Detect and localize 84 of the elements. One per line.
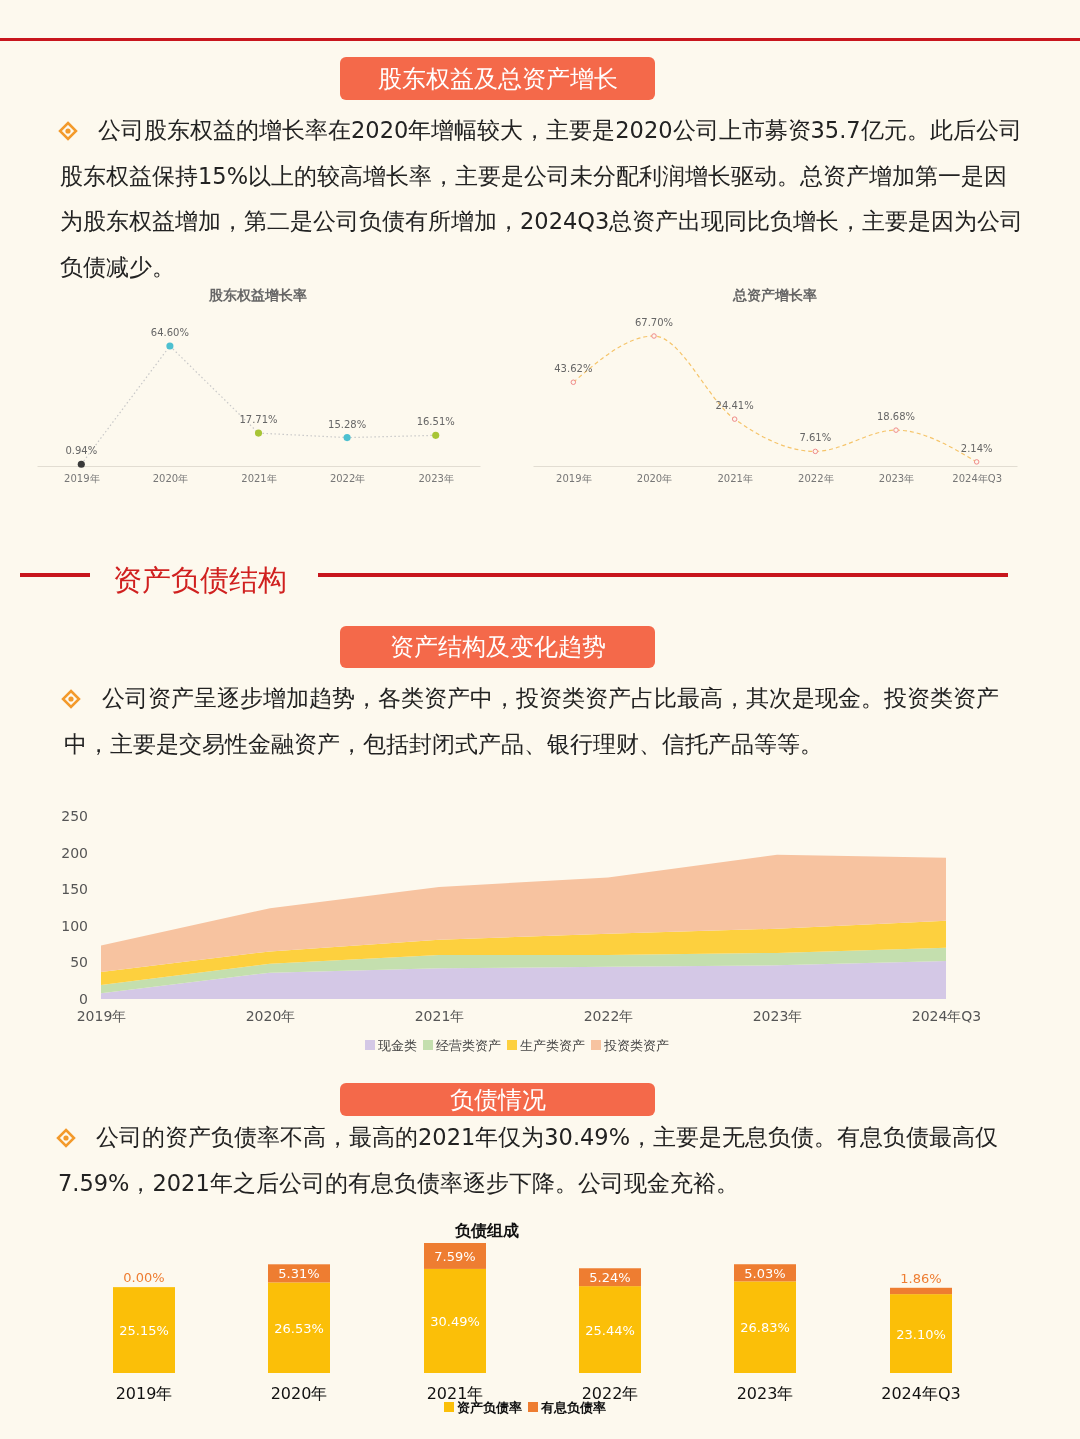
data-label: 0.00% [123, 1270, 165, 1286]
x-tick-label: 2023年 [878, 473, 915, 485]
data-label: 17.71% [239, 414, 278, 426]
x-tick-label: 2024年Q3 [911, 1007, 982, 1024]
point [166, 342, 174, 350]
data-label: 18.68% [876, 411, 916, 423]
bar [734, 1281, 796, 1373]
data-label: 43.62% [554, 363, 593, 375]
legend-label: 资产负债率 [457, 1399, 522, 1415]
legend-label: 投资类资产 [603, 1037, 669, 1053]
chart-title: 股东权益增长率 [208, 287, 307, 303]
y-tick-label: 250 [61, 807, 88, 824]
y-tick-label: 100 [61, 917, 88, 934]
data-label: 25.15% [119, 1323, 169, 1339]
bar [890, 1294, 952, 1373]
y-tick-label: 150 [61, 881, 88, 898]
x-tick-label: 2020年 [636, 473, 673, 485]
x-tick-label: 2024年Q3 [952, 473, 1003, 485]
data-label: 23.10% [896, 1326, 946, 1342]
data-label: 7.61% [799, 432, 832, 444]
x-tick-label: 2019年 [115, 1384, 173, 1403]
x-tick-label: 2022年 [329, 473, 366, 485]
y-tick-label: 0 [79, 990, 88, 1007]
text: 资产负债结构 [113, 563, 287, 597]
x-tick-label: 2020年 [270, 1384, 328, 1403]
x-tick-label: 2021年 [414, 1007, 465, 1024]
legend-label: 有息负债率 [540, 1399, 606, 1415]
data-label: 5.24% [589, 1270, 631, 1286]
legend-label: 现金类 [378, 1037, 417, 1053]
point [651, 333, 657, 339]
chart-subtitle: 公司资产呈逐步增加趋势，各类资产中，投资类资产占比最高，其次是现金。投资类资产中，主要是交易性金融资产，包括封闭式产品、银行理财、信托产品等等。 [64, 684, 1000, 759]
point [254, 429, 263, 437]
bar [268, 1282, 330, 1373]
data-label: 5.31% [278, 1266, 320, 1282]
x-tick-label: 2021年 [717, 473, 753, 485]
x-tick-label: 2024年Q3 [881, 1384, 961, 1403]
bar [579, 1286, 641, 1373]
data-label: 5.03% [744, 1265, 786, 1281]
x-tick-label: 2019年 [76, 1007, 127, 1024]
legend-label: 经营类资产 [436, 1037, 501, 1053]
x-tick-label: 2022年 [583, 1007, 634, 1024]
x-tick-label: 2022年 [798, 473, 834, 485]
data-label: 15.28% [328, 418, 367, 430]
point [893, 427, 899, 433]
data-label: 64.60% [150, 327, 189, 338]
point [731, 416, 738, 422]
data-label: 2.14% [960, 442, 993, 454]
y-tick-label: 200 [61, 844, 88, 861]
data-label: 26.53% [274, 1320, 324, 1336]
x-tick-label: 2021年 [241, 473, 277, 485]
data-label: 16.51% [416, 416, 455, 428]
x-tick-label: 2023年 [736, 1384, 794, 1403]
chart-title: 总资产增长率 [732, 287, 817, 303]
text: 股东权益及总资产增长 [340, 57, 655, 100]
point [343, 434, 351, 442]
data-label: 26.83% [740, 1320, 790, 1336]
x-tick-label: 2020年 [245, 1007, 296, 1024]
x-tick-label: 2023年 [752, 1007, 803, 1024]
bar [113, 1287, 175, 1373]
x-tick-label: 2020年 [152, 473, 189, 485]
text: 公司股东权益的增长率在2020年增幅较大，主要是2020公司上市募资35.7亿元。此后公司股东权益保持15%以上的较高增长率，主要是公司未分配利润增长驱动。总资产增加第一是因为股东权益增加，第二是公司负债有所增加，2024Q3总资产出现同比负增长，主要是因为公司负债减少。 [60, 117, 1024, 280]
data-label: 24.41% [715, 400, 754, 412]
y-tick-label: 50 [70, 954, 88, 971]
point [812, 448, 819, 455]
x-tick-label: 2019年 [64, 473, 100, 485]
data-label: 7.59% [434, 1248, 476, 1264]
bar [890, 1287, 952, 1295]
data-label: 25.44% [585, 1322, 635, 1338]
point [570, 379, 577, 385]
x-tick-label: 2023年 [418, 473, 454, 485]
point [77, 460, 85, 468]
text: 公司的资产负债率不高，最高的2021年仅为30.49%，主要是无息负债。有息负债最高仅7.59%，2021年之后公司的有息负债率逐步下降。公司现金充裕。 [58, 1123, 1000, 1198]
text: 负债情况 [340, 1083, 655, 1116]
legend-label: 生产类资产 [520, 1037, 585, 1053]
data-label: 30.49% [430, 1313, 480, 1329]
data-label: 0.94% [65, 445, 98, 457]
chart-title: 负债组成 [454, 1221, 519, 1240]
chart-title: 资产结构及变化趋势 [340, 626, 655, 668]
x-tick-label: 2019年 [556, 473, 592, 485]
data-label: 67.70% [634, 317, 674, 328]
bar [424, 1268, 486, 1373]
data-label: 1.86% [900, 1270, 942, 1286]
point [432, 431, 440, 439]
point [973, 459, 980, 465]
